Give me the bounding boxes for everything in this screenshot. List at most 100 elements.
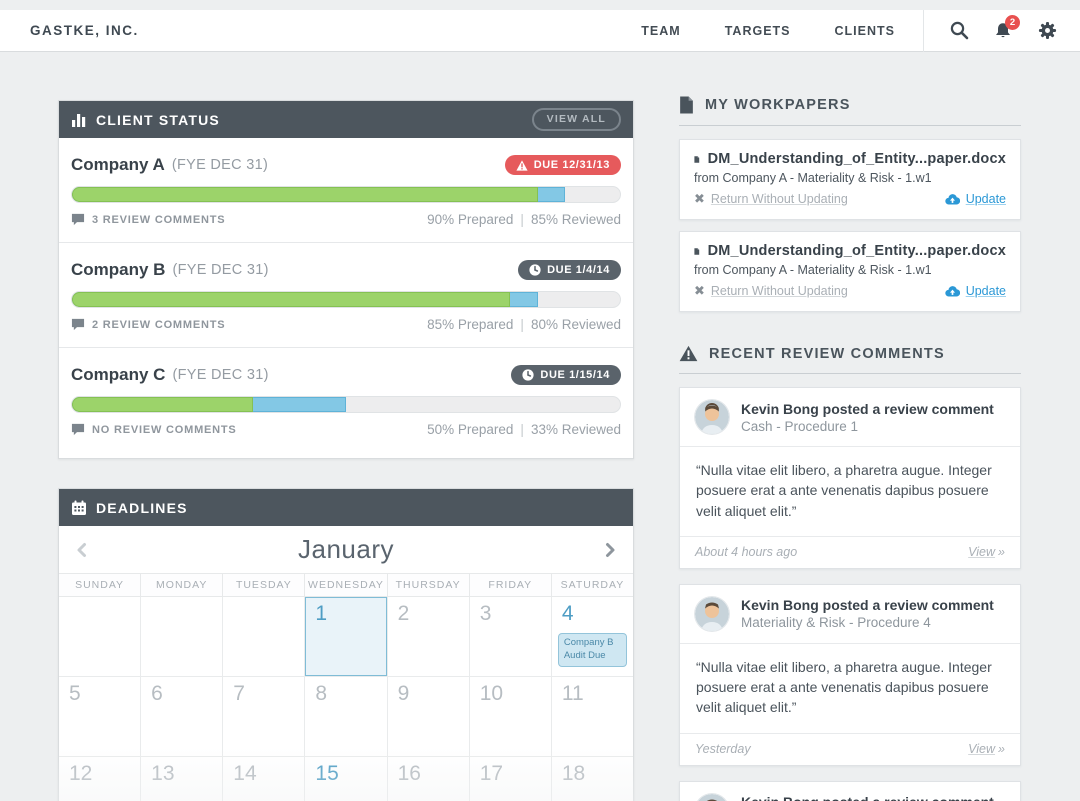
- review-comments-count: 3 REVIEW COMMENTS: [71, 213, 225, 226]
- day-cell[interactable]: 9: [388, 677, 470, 756]
- company-fye: (FYE DEC 31): [172, 262, 269, 278]
- comment-context: Materiality & Risk - Procedure 4: [741, 615, 931, 631]
- file-icon: [694, 247, 700, 255]
- day-cell[interactable]: 6: [141, 677, 224, 756]
- day-cell[interactable]: 10: [470, 677, 552, 756]
- day-name: SUNDAY: [59, 574, 142, 596]
- settings-gear-icon[interactable]: [1036, 20, 1058, 42]
- clock-icon: [529, 264, 541, 276]
- day-name: TUESDAY: [223, 574, 306, 596]
- company-row-c: Company C (FYE DEC 31) DUE 1/15/14 NO RE…: [59, 347, 633, 458]
- reviewed-progress: [72, 187, 538, 202]
- workpaper-card: DM_Understanding_of_Entity...paper.docx …: [679, 231, 1021, 312]
- review-comments-count: NO REVIEW COMMENTS: [71, 423, 237, 436]
- deadlines-panel: DEADLINES January SUNDAY MONDAY TUESDAY …: [58, 488, 634, 801]
- day-cell[interactable]: 16: [388, 757, 470, 801]
- x-icon: ✖: [694, 283, 705, 298]
- day-cell[interactable]: 12: [59, 757, 142, 801]
- day-name: WEDNESDAY: [305, 574, 388, 596]
- company-fye: (FYE DEC 31): [172, 367, 269, 383]
- notifications-bell-icon[interactable]: 2: [992, 14, 1020, 42]
- comment-bubble-icon: [71, 213, 85, 226]
- nav-item-team[interactable]: TEAM: [641, 23, 681, 38]
- day-cell[interactable]: [223, 597, 306, 676]
- day-cell[interactable]: 17: [470, 757, 552, 801]
- comment-author-line: Kevin Bong posted a review comment: [741, 597, 994, 614]
- next-month-icon[interactable]: [602, 542, 618, 558]
- due-badge-overdue: DUE 12/31/13: [504, 155, 621, 175]
- company-name: Company C: [71, 365, 166, 384]
- day-cell[interactable]: [59, 597, 142, 676]
- nav-item-targets[interactable]: TARGETS: [724, 23, 791, 38]
- view-link[interactable]: View»: [968, 741, 1005, 756]
- day-cell-today[interactable]: 1: [305, 597, 388, 676]
- day-cell[interactable]: 2: [388, 597, 470, 676]
- comment-timestamp: Yesterday: [695, 741, 751, 756]
- day-cell[interactable]: 14: [223, 757, 306, 801]
- search-icon[interactable]: [948, 20, 970, 42]
- progress-stats: 90% Prepared | 85% Reviewed: [427, 212, 621, 227]
- comment-bubble-icon: [71, 318, 85, 331]
- view-all-button[interactable]: VIEW ALL: [531, 108, 621, 131]
- day-cell[interactable]: 3: [470, 597, 552, 676]
- company-row-b: Company B (FYE DEC 31) DUE 1/4/14 2 REVI…: [59, 242, 633, 347]
- progress-stats: 85% Prepared | 80% Reviewed: [427, 317, 621, 332]
- nav-item-clients[interactable]: CLIENTS: [834, 23, 895, 38]
- client-status-panel: CLIENT STATUS VIEW ALL Company A (FYE DE…: [58, 100, 634, 459]
- day-name: FRIDAY: [470, 574, 552, 596]
- nav-menu: TEAM TARGETS CLIENTS: [641, 24, 895, 38]
- due-badge: DUE 1/4/14: [518, 260, 621, 280]
- notification-count-badge: 2: [1005, 14, 1020, 30]
- x-icon: ✖: [694, 191, 705, 206]
- return-without-updating-link[interactable]: ✖ Return Without Updating: [694, 191, 848, 206]
- cloud-upload-icon: [945, 285, 960, 297]
- calendar-week-1: 1 2 3 4 Company B Audit Due: [59, 597, 633, 677]
- brand-logo[interactable]: GASTKE, INC.: [30, 23, 139, 38]
- comment-quote: “Nulla vitae elit libero, a pharetra aug…: [696, 462, 992, 519]
- day-cell[interactable]: 13: [141, 757, 224, 801]
- workpaper-filename[interactable]: DM_Understanding_of_Entity...paper.docx: [707, 151, 1006, 167]
- calendar-month-title: January: [298, 534, 394, 564]
- company-fye: (FYE DEC 31): [171, 157, 269, 173]
- day-cell[interactable]: 5: [59, 677, 142, 756]
- day-cell[interactable]: 8: [305, 677, 388, 756]
- day-cell-with-event[interactable]: 4 Company B Audit Due: [552, 597, 633, 676]
- workpaper-source: from Company A - Materiality & Risk - 1.…: [694, 171, 932, 185]
- document-icon: [680, 96, 693, 114]
- workpaper-card: DM_Understanding_of_Entity...paper.docx …: [679, 139, 1021, 220]
- nav-divider: [923, 9, 924, 52]
- day-cell[interactable]: 7: [223, 677, 306, 756]
- update-link[interactable]: Update: [945, 192, 1006, 206]
- review-comment-card: Kevin Bong posted a review comment Cash …: [679, 387, 1021, 569]
- my-workpapers-section-header: MY WORKPAPERS: [679, 96, 1021, 126]
- day-name: MONDAY: [141, 574, 224, 596]
- clock-icon: [522, 369, 535, 381]
- reviewed-progress: [72, 397, 253, 412]
- recent-review-comments-section-header: RECENT REVIEW COMMENTS: [679, 345, 1021, 374]
- review-comment-card: Kevin Bong posted a review comment Mater…: [679, 583, 1021, 766]
- update-link[interactable]: Update: [945, 284, 1006, 298]
- return-without-updating-link[interactable]: ✖ Return Without Updating: [694, 283, 848, 298]
- workpaper-source: from Company A - Materiality & Risk - 1.…: [694, 263, 932, 277]
- day-name: SATURDAY: [560, 579, 625, 591]
- avatar: [695, 400, 729, 434]
- day-names-row: SUNDAY MONDAY TUESDAY WEDNESDAY THURSDAY…: [59, 574, 633, 597]
- due-badge: DUE 1/15/14: [511, 365, 621, 385]
- day-cell[interactable]: 18: [561, 762, 586, 785]
- previous-month-icon[interactable]: [74, 542, 90, 558]
- progress-bar: [71, 291, 621, 308]
- deadlines-title: DEADLINES: [96, 499, 188, 516]
- day-cell[interactable]: 15: [305, 757, 388, 801]
- calendar-event-chip[interactable]: Company B Audit Due: [557, 633, 627, 667]
- comment-quote: “Nulla vitae elit libero, a pharetra aug…: [696, 658, 992, 716]
- day-cell[interactable]: 11: [561, 682, 584, 705]
- day-cell[interactable]: [141, 597, 224, 676]
- workpaper-filename[interactable]: DM_Understanding_of_Entity...paper.docx: [707, 243, 1006, 259]
- avatar: [695, 596, 729, 631]
- reviewed-progress: [72, 292, 511, 307]
- view-link[interactable]: View»: [968, 544, 1005, 559]
- company-row-a: Company A (FYE DEC 31) DUE 12/31/13 3 RE…: [59, 138, 633, 242]
- recent-review-comments-title: RECENT REVIEW COMMENTS: [709, 345, 945, 362]
- comment-author-line: Kevin Bong posted a review comment: [741, 400, 994, 417]
- review-comments-count: 2 REVIEW COMMENTS: [71, 318, 225, 331]
